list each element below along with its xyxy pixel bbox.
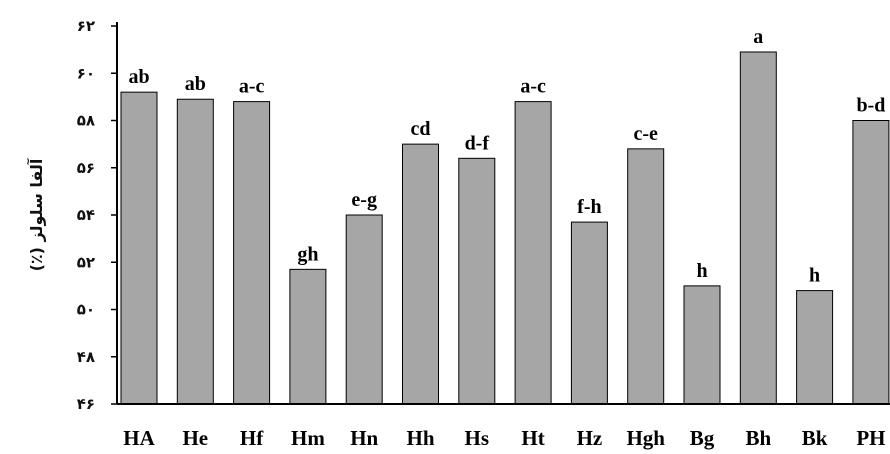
x-tick-label: Bh [745, 426, 771, 450]
x-tick-label: He [182, 426, 208, 450]
bar-PH [852, 120, 890, 405]
bar-He [176, 98, 214, 405]
bar-Bh [739, 51, 777, 405]
bar-Hf [233, 101, 271, 405]
bar-Bk [796, 290, 834, 405]
bars [120, 51, 890, 405]
data-label: ab [128, 66, 149, 88]
data-label: d-f [465, 132, 490, 154]
x-tick-label: Hgh [626, 426, 665, 450]
x-tick-label: Hm [291, 426, 325, 450]
bar-Hs [458, 157, 496, 405]
y-tick-label: ۶۰ [77, 64, 95, 82]
data-label: a-c [520, 76, 546, 98]
bar-Hm [289, 268, 327, 405]
y-tick-label: ۶۲ [77, 17, 95, 35]
y-tick-label: ۵۰ [77, 301, 95, 319]
y-tick-label: ۴۶ [77, 395, 95, 413]
y-tick-label: ۵۲ [77, 253, 95, 271]
data-label: cd [411, 118, 431, 140]
data-label: c-e [633, 123, 658, 145]
x-tick-label: Bg [690, 426, 715, 450]
data-label: ab [185, 73, 206, 95]
bar-labels: ab ab a-c gh e-g cd d-f a-c f-h c-e h a h b-d [128, 26, 885, 287]
y-axis-title: آلفا سلولز (٪) [26, 158, 46, 271]
bar-Ht [514, 101, 552, 405]
x-tick-label: Hf [240, 426, 264, 450]
data-label: gh [297, 243, 318, 265]
x-tick-label: Hn [350, 426, 378, 450]
data-label: f-h [577, 196, 601, 218]
y-tick-label: ۵۶ [77, 159, 95, 177]
bar-Hz [570, 221, 608, 405]
x-tick-label: Ht [521, 426, 544, 450]
y-axis-label: آلفا سلولز (٪) [26, 158, 46, 271]
y-axis-ticks: ۴۶ ۴۸ ۵۰ ۵۲ ۵۴ ۵۶ ۵۸ ۶۰ ۶۲ [77, 17, 117, 413]
bar-Hn [345, 214, 383, 405]
data-label: e-g [351, 189, 377, 211]
x-tick-label: Bk [802, 426, 828, 450]
x-tick-label: Hz [577, 426, 603, 450]
x-axis-ticks: HA He Hf Hm Hn Hh Hs Ht Hz Hgh Bg Bh Bk PH [123, 426, 885, 450]
y-tick-label: ۵۸ [77, 112, 95, 130]
y-tick-label: ۴۸ [77, 348, 95, 366]
bar-Hh [402, 143, 439, 405]
data-label: a-c [239, 76, 265, 98]
axes [116, 22, 890, 405]
bar-HA [120, 91, 158, 405]
data-label: h [696, 260, 707, 282]
bar-Hgh [627, 148, 665, 405]
bar-Bg [683, 285, 721, 405]
x-tick-label: Hs [465, 426, 490, 450]
x-tick-label: Hh [406, 426, 434, 450]
x-tick-label: HA [123, 426, 155, 450]
data-label: h [809, 265, 820, 287]
data-label: b-d [856, 95, 885, 117]
x-tick-label: PH [856, 426, 885, 450]
y-tick-label: ۵۴ [77, 206, 95, 224]
data-label: a [753, 26, 763, 48]
